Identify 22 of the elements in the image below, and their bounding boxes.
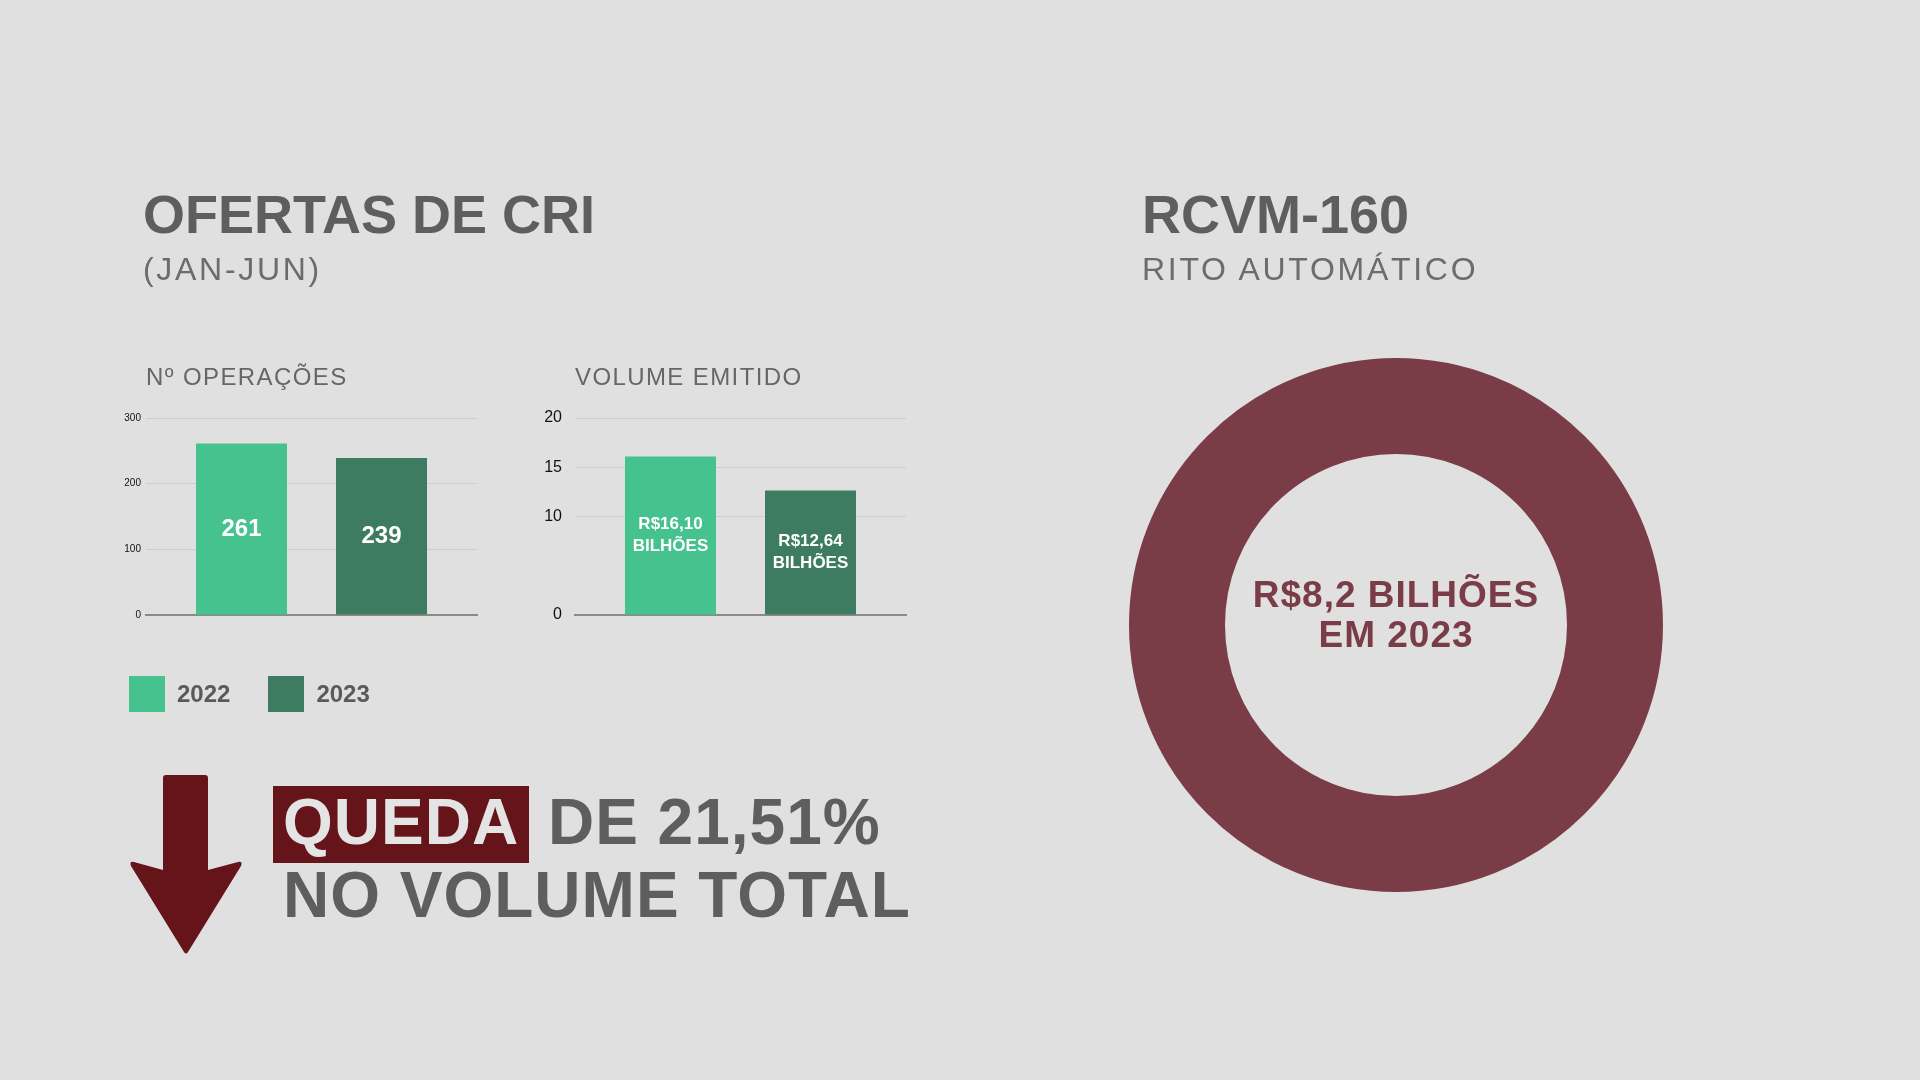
legend-label: 2022 [177,679,231,709]
y-tick-label: 0 [135,608,142,620]
y-tick-label: 100 [124,543,142,555]
y-tick-label: 15 [544,457,563,475]
text: RITO AUTOMÁTICO [1142,250,1479,288]
data-label: R$16,10 BILHÕES [632,514,709,556]
text: R$8,2 BILHÕES EM 2023 [1251,574,1541,655]
text: (JAN-JUN) [143,250,323,288]
data-label: 239 [361,520,402,548]
y-tick-label: 10 [544,506,563,524]
legend-label: 2023 [316,679,370,709]
y-tick-label: 20 [544,408,563,426]
text: OFERTAS DE CRI [143,184,596,244]
data-label: R$12,64 BILHÕES [772,531,849,573]
chart-title: VOLUME EMITIDO [574,362,804,392]
y-tick-label: 0 [553,605,563,623]
y-tick-label: 300 [124,411,142,423]
text: RCVM-160 [1142,184,1411,244]
data-label: 261 [221,513,262,541]
chart-title: Nº OPERAÇÕES [145,362,349,392]
y-tick-label: 200 [124,477,142,489]
text: QUEDA DE 21,51% NO VOLUME TOTAL [282,786,911,931]
